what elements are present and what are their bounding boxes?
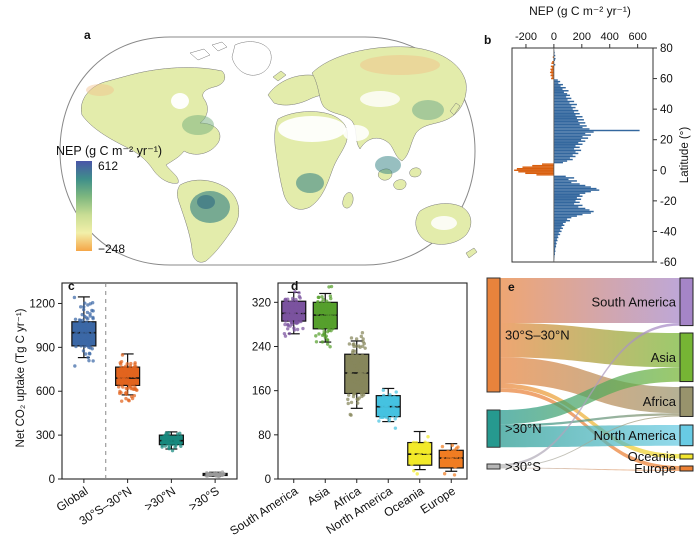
box-Asia	[312, 284, 338, 349]
panel-label-e: e	[508, 280, 515, 294]
sankey-panel: 30°S–30°N >30°N >30°S South America Asia Afri…	[486, 277, 694, 476]
panel-label-d: d	[291, 279, 299, 293]
sankey-right-label: Asia	[651, 350, 677, 365]
panel-label-a: a	[84, 28, 91, 42]
box-North America	[375, 387, 401, 430]
b-xtick: 600	[628, 31, 646, 43]
net-co2-uptake-axis-label: Net CO₂ uptake (Tg C yr⁻¹)	[15, 308, 27, 448]
map-productivity-patches	[86, 55, 457, 230]
b-ytick: -20	[660, 196, 677, 208]
b-ytick: -40	[660, 226, 677, 238]
legend-max: 612	[98, 159, 118, 173]
ytick-label: 1200	[29, 298, 55, 310]
category-label: >30°S	[186, 484, 221, 514]
b-ytick: 40	[660, 104, 673, 116]
b-ytick: 0	[660, 165, 666, 177]
box->30°N	[158, 431, 184, 453]
category-label: >30°N	[142, 484, 178, 514]
category-label: Europe	[418, 484, 458, 517]
ytick-label: 80	[258, 430, 271, 442]
sankey-right-label: Oceania	[628, 449, 677, 464]
ytick-label: 900	[36, 342, 55, 354]
ytick-label: 600	[36, 386, 55, 398]
legend-min: −248	[98, 242, 125, 256]
sankey-right-label: South America	[591, 294, 676, 309]
b-ytick: 20	[660, 135, 673, 147]
ytick-label: 160	[252, 386, 271, 398]
ytick-label: 320	[252, 297, 271, 309]
b-ytick: -60	[660, 257, 677, 269]
b-xtick: 200	[573, 31, 591, 43]
box-Oceania	[407, 430, 433, 476]
world-map-panel: NEP (g C m⁻² yr⁻¹) 612 −248	[56, 36, 478, 266]
sankey-flows	[500, 278, 680, 471]
colorbar	[76, 161, 92, 251]
b-xtick: 0	[551, 31, 557, 43]
map-color-legend: NEP (g C m⁻² yr⁻¹) 612 −248	[56, 144, 162, 256]
sankey-right-label: Europe	[634, 461, 676, 476]
box-Global	[71, 295, 97, 368]
sankey-nodes: 30°S–30°N >30°N >30°S South America Asia Afri…	[486, 277, 694, 476]
box-30°S–30°N	[115, 353, 141, 403]
b-ytick: 80	[660, 43, 673, 55]
box-Africa	[344, 331, 370, 417]
ytick-label: 300	[36, 430, 55, 442]
box-South America	[281, 289, 307, 338]
category-label: Asia	[305, 484, 332, 509]
panel-b-axis-title: NEP (g C m⁻² yr⁻¹)	[529, 4, 631, 18]
b-ytick: 60	[660, 74, 673, 86]
b-xtick: 400	[601, 31, 619, 43]
b-xtick: -200	[515, 31, 537, 43]
latitude-bars	[514, 50, 640, 260]
panel-label-c: c	[68, 279, 75, 293]
ytick-label: 0	[265, 474, 271, 486]
ytick-label: 0	[49, 474, 55, 486]
sankey-right-label: North America	[594, 428, 677, 443]
box-Europe	[438, 443, 464, 477]
ytick-label: 240	[252, 341, 271, 353]
legend-title: NEP (g C m⁻² yr⁻¹)	[56, 144, 162, 158]
sankey-left-label: >30°S	[505, 459, 541, 474]
panel-label-b: b	[484, 33, 492, 47]
sankey-left-label: >30°N	[505, 421, 542, 436]
sankey-right-label: Africa	[643, 394, 677, 409]
latitude-axis-label: Latitude (°)	[679, 126, 691, 184]
sankey-left-label: 30°S–30°N	[505, 327, 570, 342]
box->30°S	[202, 470, 228, 479]
